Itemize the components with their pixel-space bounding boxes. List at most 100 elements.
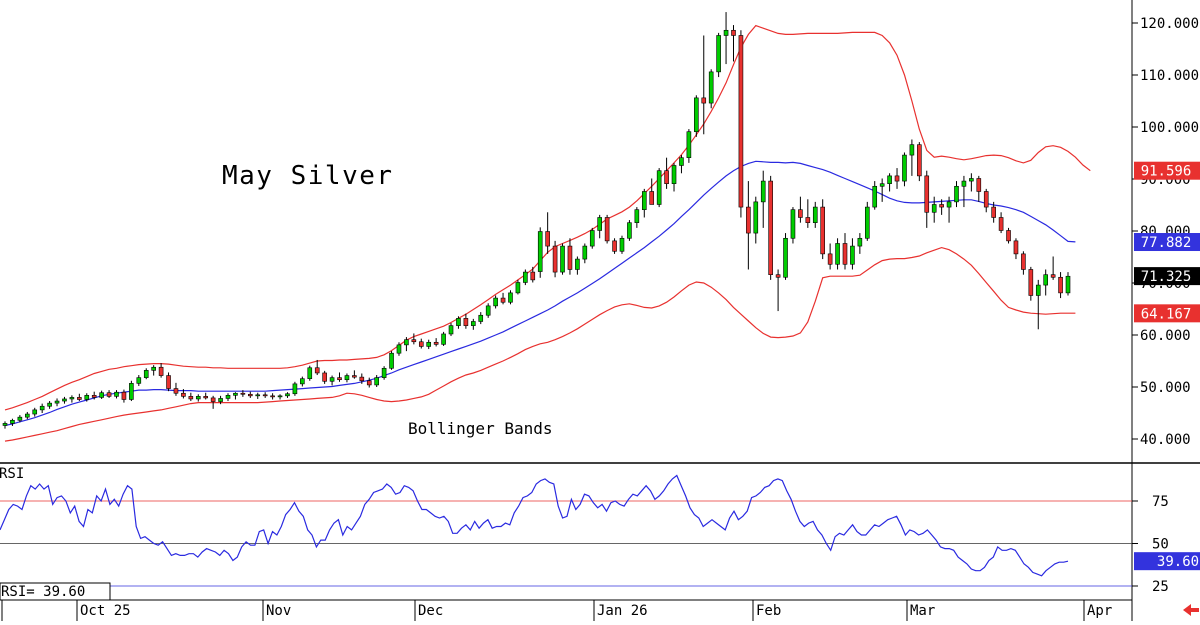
rsi-line (0, 474, 1069, 577)
price-value-label: 71.325 (1141, 269, 1192, 285)
candle (783, 233, 788, 280)
candle-body (790, 209, 796, 239)
candle (456, 316, 461, 329)
candle-body (114, 391, 119, 397)
candle-body (523, 271, 528, 283)
candle (575, 256, 580, 275)
candle-body (835, 243, 840, 265)
candle-body (589, 230, 595, 247)
candle (471, 318, 476, 330)
candle-body (686, 131, 692, 158)
candle (597, 214, 602, 239)
candle-body (575, 258, 580, 270)
candle-body (129, 383, 134, 400)
candle (805, 199, 811, 228)
candle (322, 370, 327, 384)
candle (850, 238, 855, 270)
candle-body (827, 253, 833, 265)
candle-body (1028, 269, 1034, 296)
bollinger-bands-label: Bollinger Bands (408, 419, 553, 438)
candle-body (262, 394, 268, 397)
candle (188, 392, 194, 402)
candle (582, 243, 588, 264)
candle-body (887, 175, 892, 184)
x-tick-label: Nov (266, 603, 291, 619)
candle (441, 331, 446, 346)
candle (352, 370, 357, 379)
candle-body (634, 209, 640, 223)
candle (91, 391, 97, 400)
candle (173, 382, 179, 396)
candle (195, 394, 201, 402)
candle-body (500, 297, 506, 303)
candle-body (25, 413, 30, 418)
candle (931, 196, 937, 223)
candle-body (924, 175, 930, 213)
candle-body (805, 217, 811, 223)
candle-body (708, 71, 714, 104)
candle-body (641, 191, 647, 210)
candle-body (1065, 275, 1071, 294)
candle (790, 207, 796, 244)
candle (106, 390, 112, 398)
candle-body (77, 397, 82, 400)
candle (537, 227, 543, 278)
candle (463, 313, 469, 329)
candle-body (322, 372, 327, 382)
candle (240, 390, 246, 397)
rsi-value-label: 39.60 (1157, 554, 1199, 570)
candle (560, 243, 565, 275)
price-value-label: 91.596 (1141, 164, 1192, 180)
candle-body (1035, 284, 1041, 296)
candle (641, 188, 647, 218)
candle (701, 35, 707, 135)
candle-body (671, 165, 677, 184)
candle-body (694, 97, 699, 132)
candle (25, 411, 30, 420)
candle (716, 32, 721, 78)
candle (2, 421, 8, 429)
rsi-panel: 25 50 75 RSI RSI= 39.60 39.60 (0, 466, 1200, 601)
candle (210, 395, 216, 409)
candle-body (760, 180, 766, 203)
candle-body (530, 271, 536, 281)
candle (39, 403, 45, 413)
candle-body (314, 367, 320, 374)
x-tick-label: Feb (756, 603, 781, 619)
candle-body (47, 402, 52, 407)
candle-body (627, 222, 632, 239)
candle-body (471, 321, 476, 326)
candle-body (1050, 274, 1056, 278)
candle-body (448, 325, 454, 335)
candle (493, 295, 498, 309)
candle-body (374, 377, 379, 386)
candle-body (32, 409, 38, 415)
candle-body (277, 395, 283, 398)
candle (954, 181, 959, 208)
candle-body (106, 392, 112, 397)
candle-body (798, 209, 803, 218)
candle-body (359, 376, 365, 382)
left-arrow-icon[interactable] (1183, 604, 1199, 616)
candle (314, 359, 320, 376)
candle (679, 155, 684, 174)
candle (233, 392, 238, 400)
candle (10, 418, 15, 426)
candle (545, 212, 550, 254)
candle-body (136, 377, 142, 384)
candle (411, 333, 417, 345)
candle-body (62, 398, 67, 402)
candle (500, 292, 506, 305)
candle-body (255, 394, 261, 397)
rsi-y-tick-label: 50 (1152, 537, 1169, 553)
candle-body (389, 352, 394, 369)
candle-body (857, 237, 863, 247)
candle (84, 393, 90, 402)
candle-body (812, 206, 818, 223)
candle (300, 376, 305, 387)
candle (798, 196, 803, 223)
candle-body (1058, 276, 1063, 294)
candle-body (285, 393, 290, 397)
